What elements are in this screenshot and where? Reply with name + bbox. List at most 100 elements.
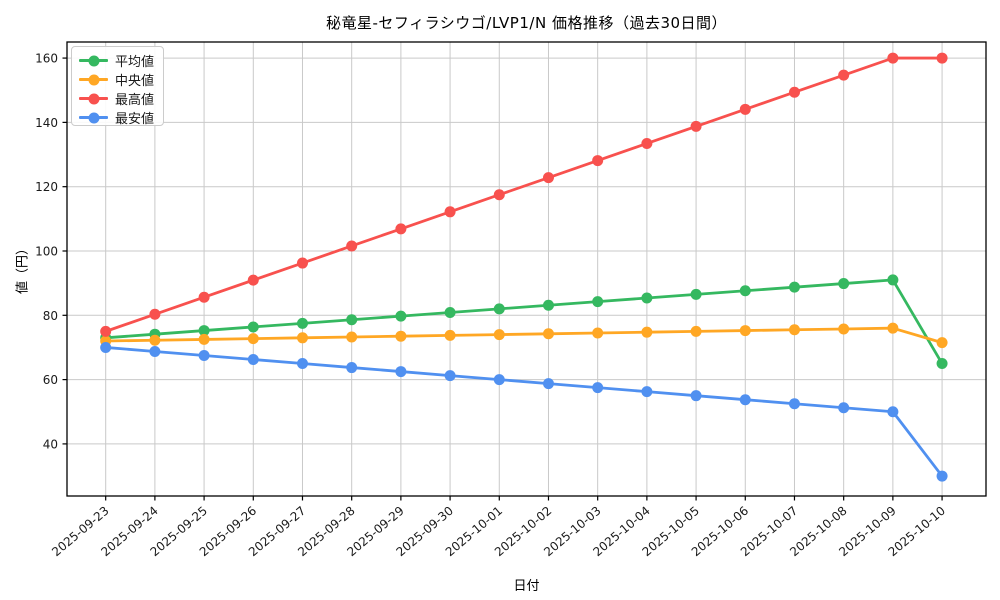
data-point-marker <box>641 292 653 304</box>
legend-entry-min: 最安値 <box>79 108 163 127</box>
data-point-marker <box>592 296 604 308</box>
y-tick-label: 40 <box>43 437 58 451</box>
data-point-marker <box>838 402 850 414</box>
data-point-marker <box>296 317 308 329</box>
y-tick-label: 60 <box>43 373 58 387</box>
data-point-marker <box>493 189 505 201</box>
data-point-marker <box>887 406 899 418</box>
data-point-marker <box>247 321 259 333</box>
data-point-marker <box>100 325 112 337</box>
data-point-marker <box>346 240 358 252</box>
y-axis-label: 値（円） <box>15 241 31 295</box>
data-point-marker <box>346 362 358 374</box>
data-point-marker <box>592 327 604 339</box>
data-point-marker <box>444 329 456 341</box>
data-point-marker <box>887 52 899 64</box>
data-point-marker <box>395 310 407 322</box>
median-line-swatch-icon <box>79 74 108 85</box>
y-tick-label: 140 <box>35 116 58 130</box>
y-tick-label: 160 <box>35 52 58 66</box>
gridlines <box>67 42 986 496</box>
data-point-marker <box>592 382 604 394</box>
legend-label: 最高値 <box>115 93 155 108</box>
min-line-swatch-icon <box>79 112 108 123</box>
mean-line-swatch-icon <box>79 55 108 66</box>
data-point-marker <box>198 291 210 303</box>
data-point-marker <box>395 330 407 342</box>
data-point-marker <box>739 325 751 337</box>
y-tick-label: 100 <box>35 244 58 258</box>
legend-entry-max: 最高値 <box>79 89 163 108</box>
data-point-marker <box>838 69 850 81</box>
data-point-marker <box>690 390 702 402</box>
data-point-marker <box>493 303 505 315</box>
data-point-marker <box>542 378 554 390</box>
data-point-marker <box>690 120 702 132</box>
data-point-marker <box>641 326 653 338</box>
data-point-marker <box>346 314 358 326</box>
data-point-marker <box>739 285 751 297</box>
y-tick-label: 80 <box>43 309 58 323</box>
data-point-marker <box>641 386 653 398</box>
legend: 平均値 中央値 最高値 最安値 <box>71 46 164 127</box>
data-point-marker <box>198 349 210 361</box>
data-point-marker <box>395 366 407 378</box>
data-point-marker <box>739 394 751 406</box>
axis-ticks: 4060801001201401602025-09-232025-09-2420… <box>35 52 948 560</box>
data-point-marker <box>444 206 456 218</box>
data-point-marker <box>788 398 800 410</box>
series-line <box>100 322 948 349</box>
data-point-marker <box>739 103 751 115</box>
data-point-marker <box>296 358 308 370</box>
data-point-marker <box>493 374 505 386</box>
data-point-marker <box>641 137 653 149</box>
data-point-marker <box>936 470 948 482</box>
data-point-marker <box>198 325 210 337</box>
series-line <box>100 341 948 482</box>
data-point-marker <box>936 337 948 349</box>
data-point-marker <box>100 341 112 353</box>
legend-label: 中央値 <box>115 74 155 89</box>
y-tick-label: 120 <box>35 180 58 194</box>
data-point-marker <box>788 324 800 336</box>
legend-label: 最安値 <box>115 112 155 127</box>
data-point-marker <box>887 322 899 334</box>
data-point-marker <box>936 52 948 64</box>
data-point-marker <box>149 308 161 320</box>
data-point-marker <box>542 172 554 184</box>
data-point-marker <box>542 328 554 340</box>
x-axis-label: 日付 <box>513 579 540 594</box>
data-point-marker <box>444 370 456 382</box>
data-point-marker <box>788 86 800 98</box>
data-point-marker <box>444 306 456 318</box>
data-point-marker <box>887 274 899 286</box>
data-point-marker <box>247 354 259 366</box>
data-point-marker <box>346 331 358 343</box>
legend-label: 平均値 <box>115 55 155 70</box>
plot-border <box>66 41 987 497</box>
max-line-swatch-icon <box>79 93 108 104</box>
series-line <box>100 52 948 337</box>
data-point-marker <box>838 278 850 290</box>
data-point-marker <box>395 223 407 235</box>
data-point-marker <box>198 333 210 345</box>
data-point-marker <box>592 155 604 167</box>
legend-entry-median: 中央値 <box>79 70 163 89</box>
legend-entry-mean: 平均値 <box>79 51 163 70</box>
data-point-marker <box>296 257 308 269</box>
data-point-marker <box>247 333 259 345</box>
data-point-marker <box>149 345 161 357</box>
data-point-marker <box>542 299 554 311</box>
data-point-marker <box>838 323 850 335</box>
data-point-marker <box>493 329 505 341</box>
data-point-marker <box>690 325 702 337</box>
data-point-marker <box>690 288 702 300</box>
data-point-marker <box>936 358 948 370</box>
data-point-marker <box>788 281 800 293</box>
chart-title: 秘竜星-セフィラシウゴ/LVP1/N 価格推移（過去30日間） <box>325 14 728 32</box>
data-point-marker <box>149 334 161 346</box>
data-point-marker <box>296 332 308 344</box>
data-point-marker <box>247 274 259 286</box>
